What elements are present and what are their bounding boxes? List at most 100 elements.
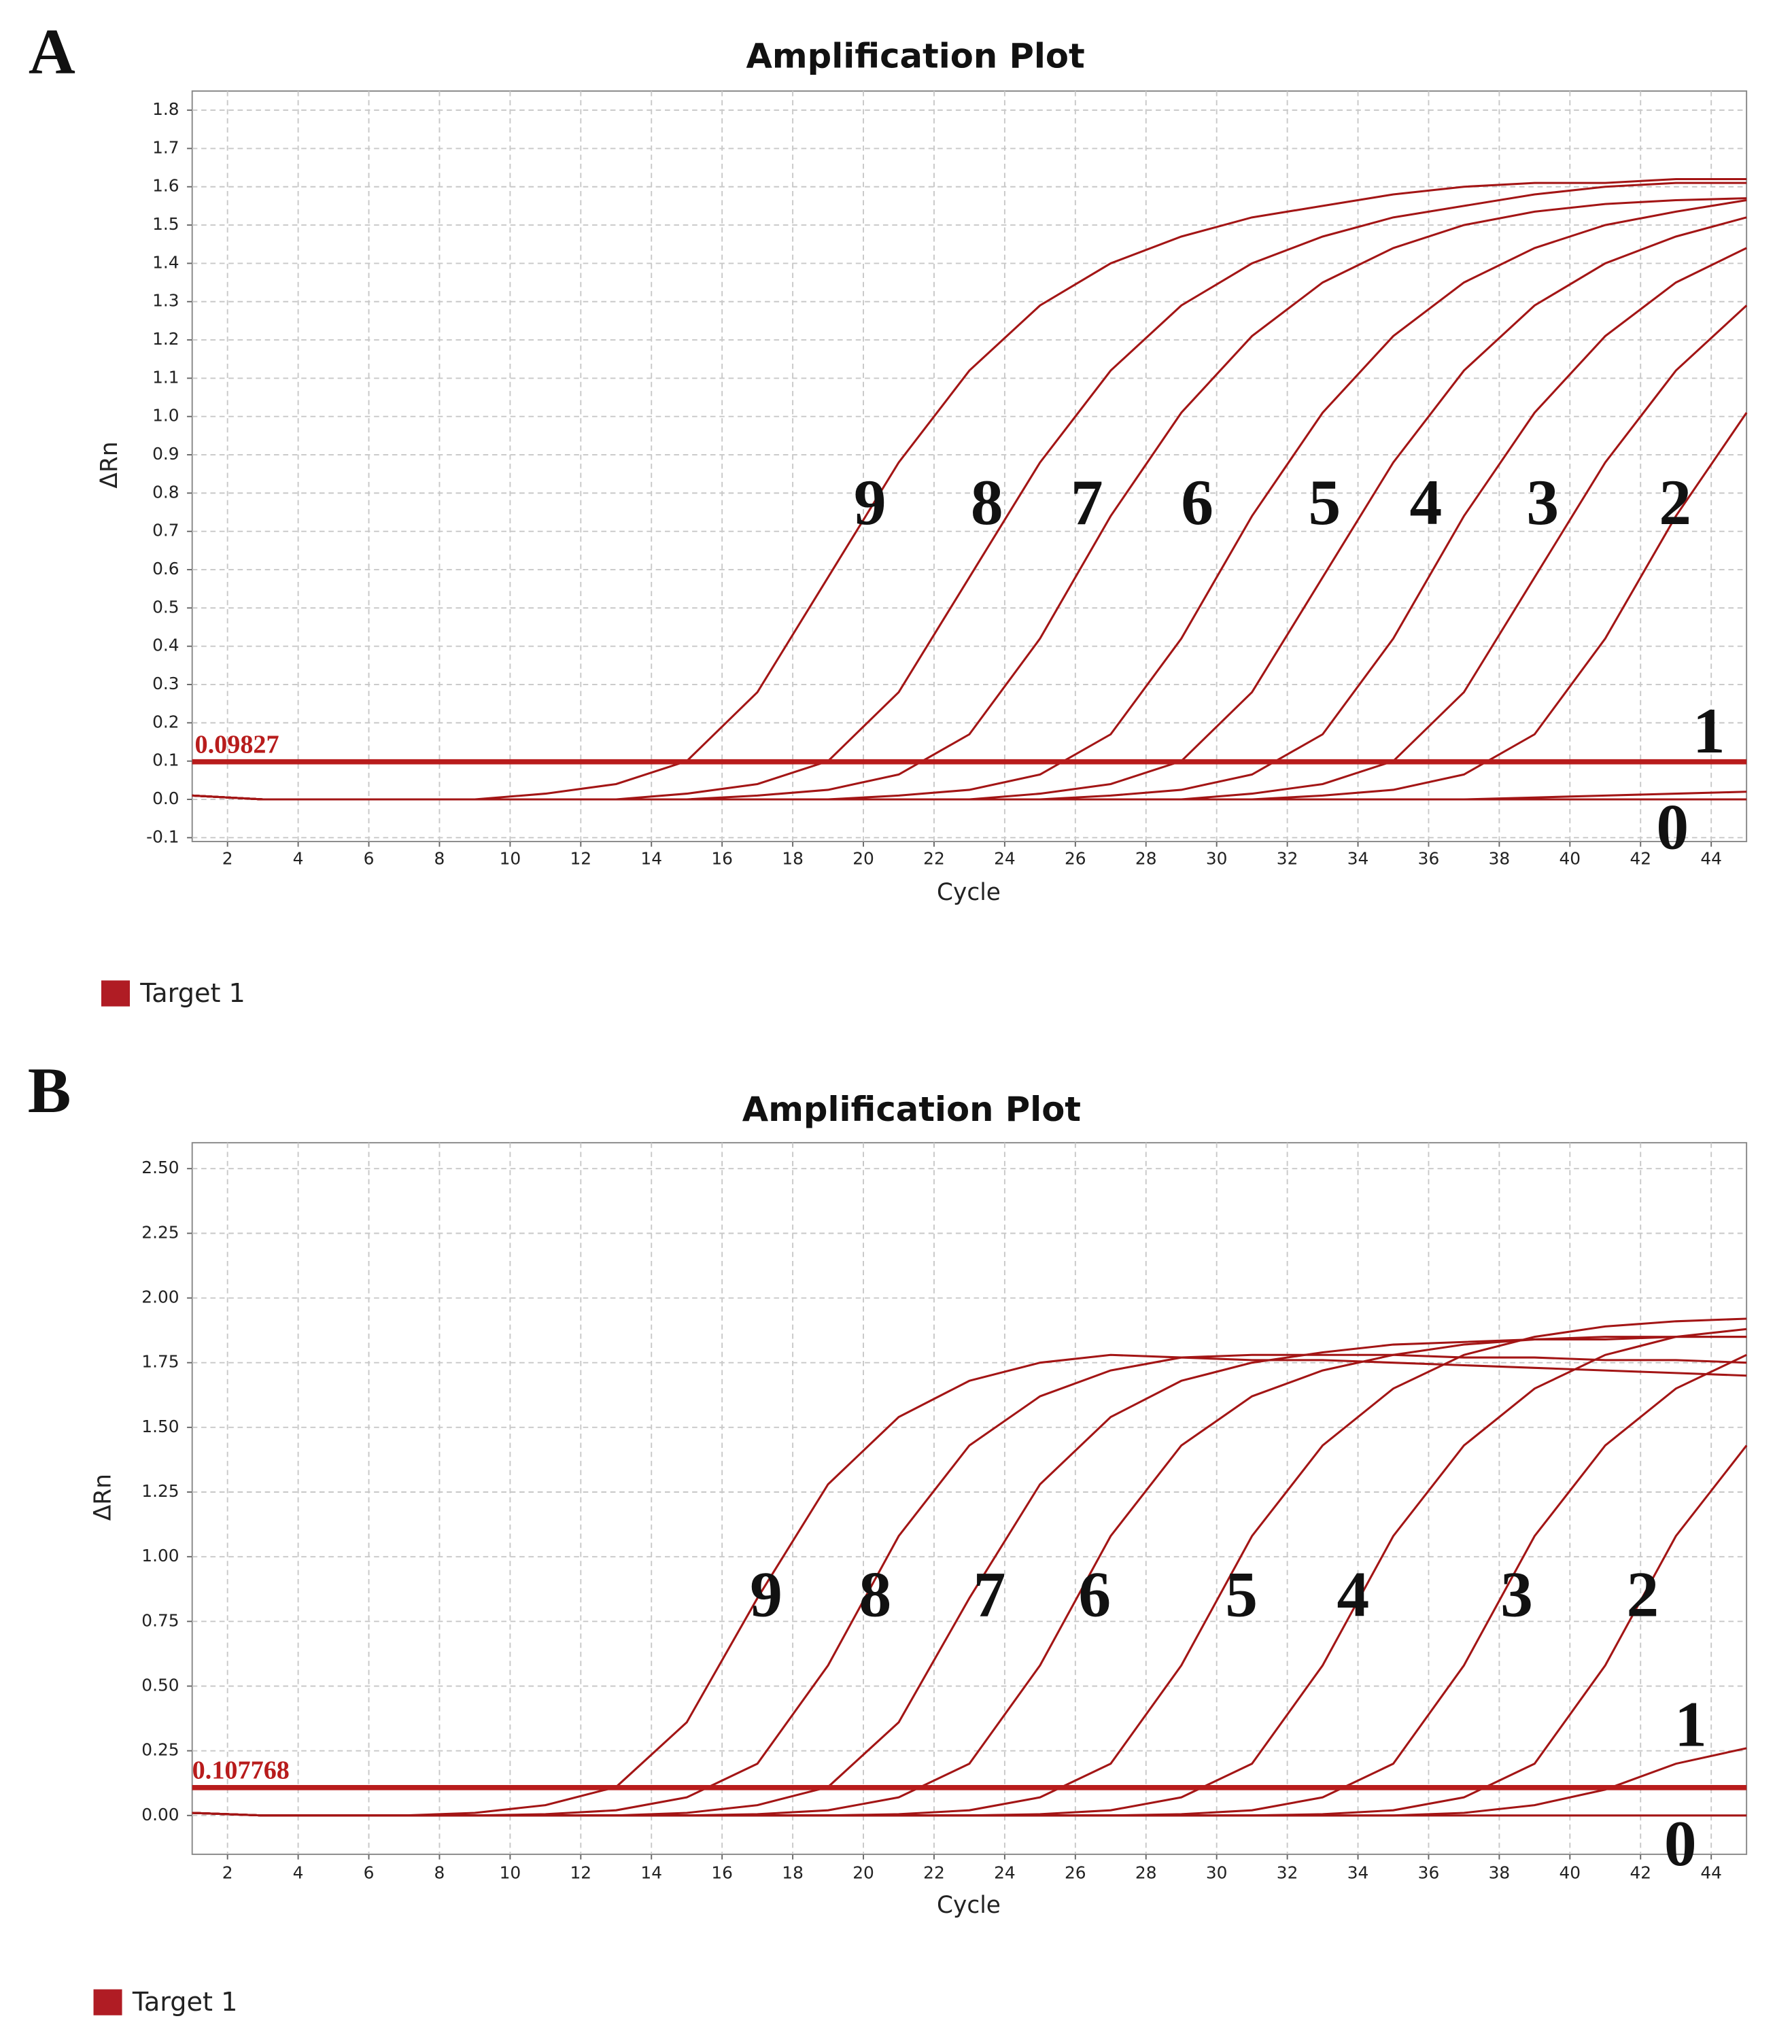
curve-annotation: 0 (1664, 1807, 1697, 1880)
x-tick-label: 6 (364, 1863, 375, 1883)
x-tick-label: 28 (1135, 849, 1157, 869)
x-tick-label: 30 (1206, 1863, 1228, 1883)
curve-annotation: 6 (1078, 1558, 1111, 1630)
y-tick-label: 1.00 (141, 1546, 179, 1565)
x-tick-label: 32 (1277, 1863, 1298, 1883)
x-tick-label: 8 (434, 849, 445, 869)
plot-area (191, 90, 1748, 842)
y-tick-label: 1.3 (152, 291, 179, 311)
x-tick-label: 40 (1560, 849, 1581, 869)
threshold-label: 0.09827 (195, 730, 279, 759)
chart-title: Amplification Plot (742, 1090, 1081, 1129)
x-tick-label: 32 (1277, 849, 1298, 869)
x-tick-label: 22 (923, 1863, 945, 1883)
y-tick-label: 1.6 (152, 176, 179, 196)
y-tick-label: 0.7 (152, 521, 179, 540)
y-tick-label: 0.3 (152, 674, 179, 693)
curve-annotation: 7 (973, 1558, 1006, 1630)
y-tick-label: 2.50 (141, 1158, 179, 1177)
x-axis-label: Cycle (937, 1892, 1001, 1919)
x-tick-label: 42 (1630, 1863, 1651, 1883)
x-tick-label: 4 (293, 1863, 304, 1883)
x-tick-label: 16 (711, 1863, 733, 1883)
x-tick-label: 30 (1206, 849, 1228, 869)
y-tick-label: 1.4 (152, 252, 179, 272)
plot-area (191, 1142, 1748, 1855)
y-tick-label: 1.0 (152, 406, 179, 426)
x-tick-label: 40 (1560, 1863, 1581, 1883)
y-tick-label: -0.1 (146, 827, 179, 846)
curve-annotation: 9 (750, 1558, 782, 1630)
x-tick-label: 6 (364, 849, 375, 869)
curve-annotation: 9 (854, 466, 886, 538)
x-tick-label: 26 (1065, 1863, 1086, 1883)
y-axis-label: ΔRn (89, 1474, 116, 1521)
amplification-curve (192, 1353, 1747, 1817)
y-tick-label: 0.8 (152, 482, 179, 502)
threshold-label: 0.107768 (192, 1756, 290, 1784)
y-tick-label: 0.1 (152, 750, 179, 770)
y-tick-label: 1.50 (141, 1417, 179, 1436)
y-tick-label: 0.0 (152, 789, 179, 808)
curve-annotation: 1 (1693, 695, 1725, 767)
curve-annotation: 3 (1500, 1558, 1533, 1630)
x-tick-label: 38 (1489, 1863, 1511, 1883)
panel-letter: A (29, 16, 75, 88)
y-tick-label: 2.25 (141, 1222, 179, 1242)
curve-annotation: 4 (1337, 1558, 1369, 1630)
legend-swatch (93, 1989, 122, 2015)
x-tick-label: 2 (222, 849, 233, 869)
curve-annotation: 5 (1308, 466, 1341, 538)
x-tick-label: 14 (640, 849, 662, 869)
y-tick-label: 1.25 (141, 1481, 179, 1501)
x-tick-label: 18 (782, 849, 804, 869)
curve-annotation: 8 (971, 466, 1003, 538)
x-tick-label: 20 (852, 1863, 874, 1883)
curve-annotation: 0 (1656, 791, 1689, 863)
x-tick-label: 16 (711, 849, 733, 869)
amplification-curve (192, 794, 1747, 801)
y-tick-label: 0.2 (152, 712, 179, 731)
y-tick-label: 0.50 (141, 1675, 179, 1695)
x-axis-label: Cycle (937, 879, 1001, 906)
curve-annotation: 2 (1659, 466, 1691, 538)
y-tick-label: 0.4 (152, 636, 179, 655)
x-tick-label: 12 (570, 849, 592, 869)
y-tick-label: 0.5 (152, 597, 179, 617)
y-tick-label: 0.9 (152, 444, 179, 464)
x-tick-label: 44 (1700, 849, 1722, 869)
y-tick-label: 1.75 (141, 1352, 179, 1372)
legend-label: Target 1 (139, 979, 245, 1009)
y-tick-label: 0.6 (152, 559, 179, 578)
curve-annotation: 8 (859, 1558, 892, 1630)
x-tick-label: 12 (570, 1863, 592, 1883)
amplification-curve (192, 1812, 1747, 1817)
x-tick-label: 34 (1347, 849, 1369, 869)
x-tick-label: 20 (852, 849, 874, 869)
x-tick-label: 22 (923, 849, 945, 869)
x-tick-label: 34 (1347, 1863, 1369, 1883)
curve-annotation: 2 (1626, 1558, 1659, 1630)
x-tick-label: 10 (500, 1863, 521, 1883)
x-tick-label: 44 (1700, 1863, 1722, 1883)
x-tick-label: 24 (994, 849, 1016, 869)
chart-title: Amplification Plot (746, 37, 1085, 76)
x-tick-label: 26 (1065, 849, 1086, 869)
y-tick-label: 1.1 (152, 367, 179, 387)
curve-annotation: 5 (1225, 1558, 1258, 1630)
y-tick-label: 1.7 (152, 137, 179, 157)
y-axis-label: ΔRn (96, 441, 123, 488)
y-tick-label: 1.2 (152, 329, 179, 349)
x-tick-label: 38 (1489, 849, 1511, 869)
curve-annotation: 7 (1071, 466, 1103, 538)
legend-label: Target 1 (132, 1988, 238, 2017)
curve-annotation: 1 (1674, 1688, 1707, 1760)
x-tick-label: 14 (640, 1863, 662, 1883)
x-tick-label: 24 (994, 1863, 1016, 1883)
x-tick-label: 42 (1630, 849, 1651, 869)
curve-annotation: 6 (1181, 466, 1213, 538)
curve-annotation: 4 (1409, 466, 1442, 538)
x-tick-label: 4 (293, 849, 304, 869)
